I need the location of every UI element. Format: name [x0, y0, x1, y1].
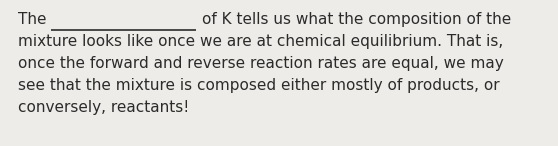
Text: conversely, reactants!: conversely, reactants! — [18, 100, 189, 115]
Text: once the forward and reverse reaction rates are equal, we may: once the forward and reverse reaction ra… — [18, 56, 504, 71]
Text: of K tells us what the composition of the: of K tells us what the composition of th… — [202, 12, 511, 27]
Text: The: The — [18, 12, 51, 27]
Text: see that the mixture is composed either mostly of products, or: see that the mixture is composed either … — [18, 78, 499, 93]
Text: mixture looks like once we are at chemical equilibrium. That is,: mixture looks like once we are at chemic… — [18, 34, 503, 49]
